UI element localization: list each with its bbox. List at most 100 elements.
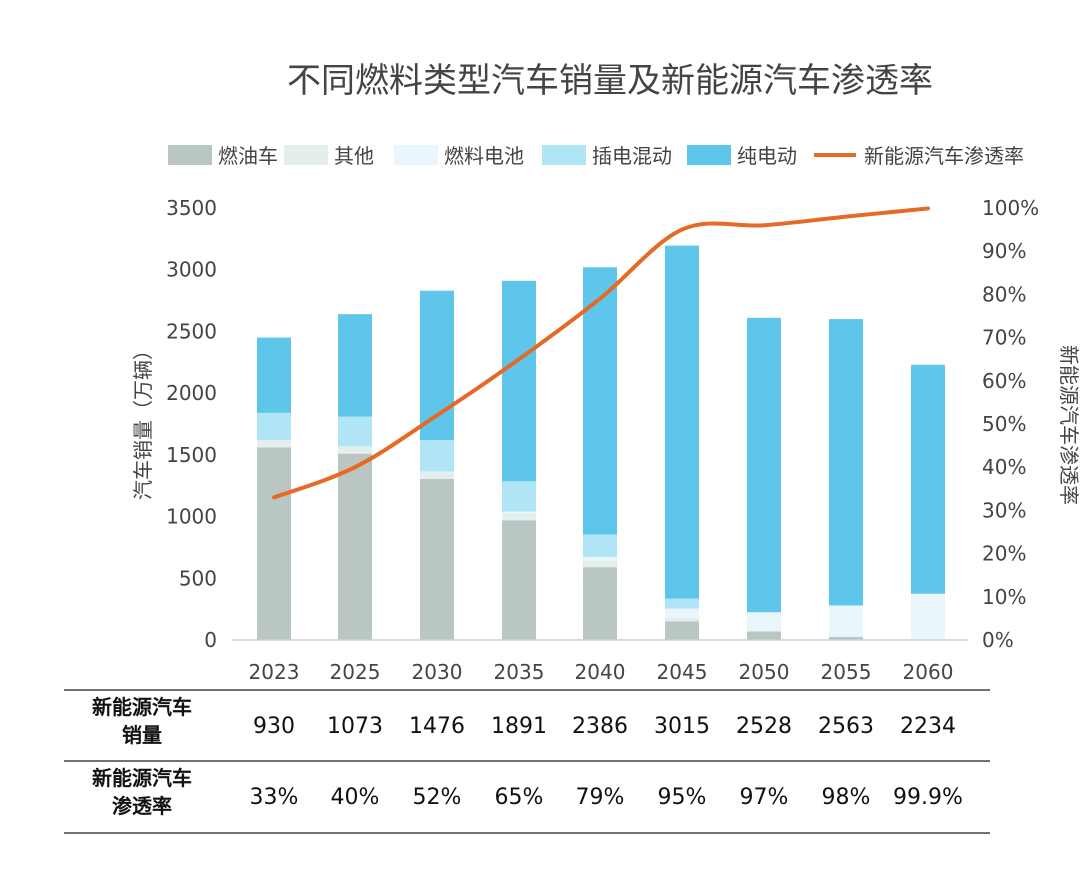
table-cell: 1891 xyxy=(491,714,547,739)
y2-tick-label: 60% xyxy=(982,369,1026,393)
bar-segment xyxy=(583,560,617,568)
y2-tick-label: 0% xyxy=(982,628,1014,652)
y-tick-label: 2500 xyxy=(166,319,217,343)
y2-axis-title: 新能源汽车渗透率 xyxy=(1057,345,1080,505)
table-cell: 95% xyxy=(658,785,707,810)
y-tick-label: 0 xyxy=(204,628,217,652)
legend: 燃油车 其他 燃料电池 插电混动 纯电动 新能源汽车渗透率 xyxy=(168,144,1024,168)
y2-tick-label: 50% xyxy=(982,412,1026,436)
x-tick-label: 2035 xyxy=(494,660,545,684)
bar-segment xyxy=(747,631,781,640)
bar-segment xyxy=(257,412,291,441)
bar-segment xyxy=(502,481,536,512)
penetration-line xyxy=(272,206,930,500)
x-tick-label: 2050 xyxy=(739,660,790,684)
y2-tick-label: 40% xyxy=(982,455,1026,479)
bar-segment xyxy=(583,556,617,561)
table-cell: 2386 xyxy=(572,714,628,739)
bar-segment xyxy=(338,416,372,447)
bar-segment xyxy=(665,608,699,618)
bar-segment xyxy=(420,440,454,472)
bars xyxy=(257,245,945,640)
table-row-label: 渗透率 xyxy=(112,794,172,818)
penetration-line-path xyxy=(272,206,930,500)
bar-segment xyxy=(502,511,536,514)
bar-segment xyxy=(338,314,372,417)
y-tick-label: 3500 xyxy=(166,196,217,220)
bar-segment xyxy=(502,513,536,521)
bar-segment xyxy=(257,337,291,413)
axes: 0 500 1000 1500 2000 2500 3000 3500 0% 10% 20% 30% 4… xyxy=(166,196,1039,684)
bar-segment xyxy=(583,567,617,640)
legend-swatch xyxy=(394,145,438,165)
bar-segment xyxy=(338,453,372,640)
bar-segment xyxy=(829,636,863,640)
bar-segment xyxy=(583,534,617,557)
bar-segment xyxy=(911,364,945,594)
bar-segment xyxy=(420,472,454,479)
x-tick-label: 2025 xyxy=(330,660,381,684)
table-cell: 3015 xyxy=(654,714,710,739)
y-tick-label: 1500 xyxy=(166,443,217,467)
x-tick-label: 2055 xyxy=(821,660,872,684)
table-cell: 52% xyxy=(413,785,462,810)
x-tick-label: 2040 xyxy=(575,660,626,684)
table-cell: 65% xyxy=(495,785,544,810)
bar-segment xyxy=(420,478,454,640)
y-tick-label: 2000 xyxy=(166,381,217,405)
bar-segment xyxy=(665,598,699,609)
x-tick-label: 2030 xyxy=(412,660,463,684)
x-tick-label: 2060 xyxy=(903,660,954,684)
bar-segment xyxy=(829,319,863,606)
y-tick-label: 500 xyxy=(179,566,217,590)
bar-segment xyxy=(665,245,699,599)
legend-label: 插电混动 xyxy=(592,144,672,168)
table-cell: 1476 xyxy=(409,714,465,739)
y2-tick-label: 100% xyxy=(982,196,1039,220)
table-cell: 1073 xyxy=(327,714,383,739)
bar-segment xyxy=(420,471,454,473)
legend-swatch xyxy=(687,145,731,165)
legend-label: 新能源汽车渗透率 xyxy=(864,144,1024,168)
x-tick-label: 2023 xyxy=(249,660,300,684)
legend-label: 纯电动 xyxy=(737,144,797,168)
y2-tick-label: 20% xyxy=(982,542,1026,566)
x-tick-label: 2045 xyxy=(657,660,708,684)
y2-tick-label: 70% xyxy=(982,326,1026,350)
bar-segment xyxy=(583,267,617,535)
table-cell: 97% xyxy=(740,785,789,810)
bar-segment xyxy=(911,593,945,640)
table-cell: 930 xyxy=(253,714,295,739)
table-cell: 79% xyxy=(576,785,625,810)
y2-tick-label: 90% xyxy=(982,239,1026,263)
legend-label: 燃油车 xyxy=(218,144,278,168)
table-row-label: 新能源汽车 xyxy=(92,766,192,790)
bar-segment xyxy=(829,605,863,637)
table-cell: 98% xyxy=(822,785,871,810)
bar-segment xyxy=(257,440,291,448)
table-cell: 99.9% xyxy=(893,785,963,810)
bar-segment xyxy=(747,317,781,613)
bar-segment xyxy=(338,446,372,454)
y2-tick-label: 30% xyxy=(982,498,1026,522)
table-row-label: 新能源汽车 xyxy=(92,695,192,719)
bar-segment xyxy=(257,447,291,640)
table-cell: 2563 xyxy=(818,714,874,739)
table-cell: 2528 xyxy=(736,714,792,739)
bar-segment xyxy=(502,520,536,640)
legend-label: 其他 xyxy=(334,144,374,168)
table-cell: 33% xyxy=(250,785,299,810)
table-row-label: 销量 xyxy=(122,723,162,747)
y-axis-title: 汽车销量（万辆） xyxy=(131,340,155,500)
legend-label: 燃料电池 xyxy=(444,144,524,168)
y-tick-label: 3000 xyxy=(166,258,217,282)
bar-segment xyxy=(502,280,536,482)
y2-tick-label: 10% xyxy=(982,585,1026,609)
table-cell: 40% xyxy=(331,785,380,810)
legend-swatch xyxy=(284,145,328,165)
table-cell: 2234 xyxy=(900,714,956,739)
y2-tick-label: 80% xyxy=(982,282,1026,306)
legend-swatch xyxy=(168,145,212,165)
